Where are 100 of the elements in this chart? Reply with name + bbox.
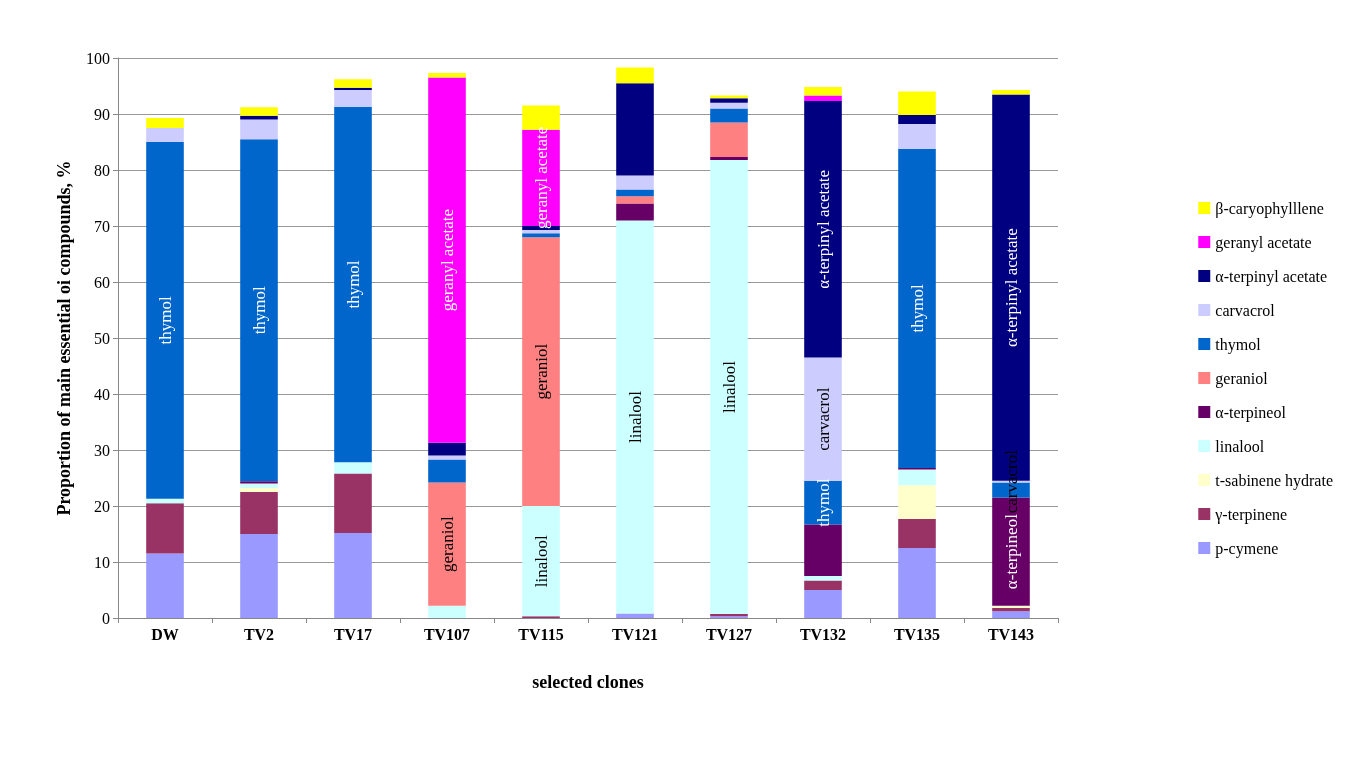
x-tick-label: DW [151, 625, 179, 643]
bar [240, 481, 278, 484]
legend-label: thymol [1215, 335, 1262, 354]
bar [898, 548, 936, 618]
y-tick-label: 50 [94, 329, 110, 347]
bar [428, 605, 466, 618]
bar [428, 73, 466, 78]
bar [710, 122, 748, 158]
y-tick-label: 90 [94, 105, 110, 123]
bar [992, 89, 1030, 95]
bar [428, 442, 466, 456]
data-label: geranyl acetate [437, 208, 457, 312]
y-tick-label: 0 [102, 609, 110, 627]
bar [616, 189, 654, 197]
data-label: linalool [531, 534, 551, 588]
data-label: geraniol [437, 515, 457, 572]
bar [428, 455, 466, 460]
legend-label: p-cymene [1215, 539, 1279, 558]
bar [898, 469, 936, 486]
bar [898, 91, 936, 116]
x-tick-label: TV127 [705, 625, 753, 643]
bar [146, 498, 184, 504]
y-tick-label: 80 [94, 161, 110, 179]
data-label: carvacrol [813, 387, 833, 451]
bar [992, 607, 1030, 612]
bar [146, 553, 184, 618]
bar [804, 95, 842, 102]
x-tick-label: TV121 [611, 625, 659, 643]
bar [804, 590, 842, 618]
x-tick-label: TV17 [333, 625, 373, 643]
bar [334, 87, 372, 90]
legend-label: linalool [1215, 437, 1265, 455]
bar [240, 534, 278, 618]
data-label: carvacrol [1001, 449, 1021, 514]
bar [898, 124, 936, 149]
bar [710, 108, 748, 123]
bar [522, 237, 560, 506]
bar [898, 518, 936, 548]
legend-label: β-caryophylllene [1215, 199, 1324, 218]
y-axis-title: Proportion of main essential oi compounds, % [54, 160, 74, 516]
x-tick-label: TV132 [799, 625, 847, 643]
bar [146, 503, 184, 554]
data-label: thymol [155, 296, 175, 345]
data-label: thymol [249, 285, 269, 335]
data-label: geraniol [531, 343, 551, 400]
legend-label: geranyl acetate [1215, 233, 1312, 252]
bar [616, 83, 654, 176]
bar [240, 139, 278, 482]
bar [334, 89, 372, 107]
bar [710, 102, 748, 109]
x-tick-label: TV115 [518, 625, 564, 643]
bar [240, 107, 278, 116]
y-tick-label: 60 [94, 273, 110, 291]
bar [804, 101, 842, 358]
legend-label: α-terpinyl acetate [1215, 267, 1328, 286]
data-label: α-terpineol [1001, 513, 1021, 590]
y-tick-label: 10 [94, 553, 110, 571]
bar [992, 605, 1030, 608]
bar [616, 613, 654, 618]
bar [898, 115, 936, 125]
data-label: thymol [343, 260, 363, 309]
bar [898, 148, 936, 468]
bar [804, 357, 842, 481]
data-label: linalool [719, 360, 739, 413]
bar [240, 483, 278, 489]
bar [616, 220, 654, 614]
bar [710, 157, 748, 160]
bar [616, 175, 654, 190]
x-tick-label: TV135 [893, 625, 941, 643]
legend-label: geraniol [1215, 369, 1269, 388]
bar [804, 87, 842, 96]
legend-label: t-sabinene hydrate [1215, 471, 1334, 490]
y-tick-label: 100 [86, 49, 110, 67]
bar [522, 233, 560, 238]
data-label: α-terpinyl acetate [813, 169, 833, 289]
data-label: geranyl acetate [531, 126, 551, 230]
bar [146, 117, 184, 128]
bar [616, 196, 654, 204]
legend-label: α-terpineol [1215, 403, 1287, 422]
bar [804, 576, 842, 581]
bar [240, 492, 278, 534]
bar [334, 462, 372, 474]
data-label: α-terpinyl acetate [1001, 228, 1021, 348]
bar [240, 115, 278, 120]
bar [522, 506, 560, 617]
bar [428, 459, 466, 483]
bar [428, 77, 466, 443]
bar [334, 106, 372, 463]
x-axis-title: selected clones [532, 672, 644, 692]
bar [898, 485, 936, 519]
bar [710, 98, 748, 103]
y-tick-label: 30 [94, 441, 110, 459]
x-tick-label: TV143 [987, 625, 1035, 643]
bar [334, 79, 372, 88]
y-tick-label: 70 [94, 217, 110, 235]
bar [240, 488, 278, 492]
legend-label: γ-terpinene [1214, 505, 1288, 524]
data-label: thymol [907, 283, 927, 333]
bar [334, 473, 372, 533]
bar [146, 128, 184, 142]
